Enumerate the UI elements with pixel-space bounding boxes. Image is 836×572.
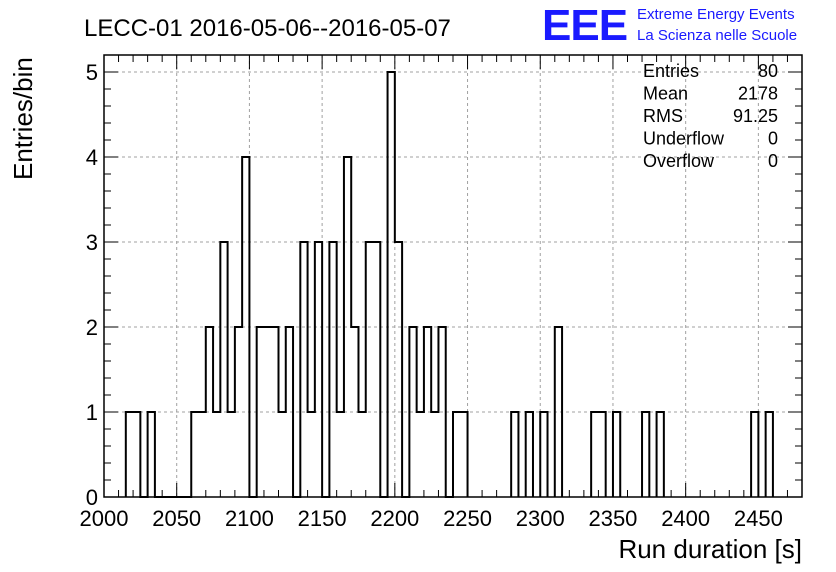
histogram-bin xyxy=(308,412,315,497)
histogram-bin xyxy=(766,412,773,497)
histogram-bin xyxy=(213,412,220,497)
stats-label: Underflow xyxy=(643,129,725,149)
x-tick-label: 2100 xyxy=(225,506,274,531)
histogram-bin xyxy=(417,412,424,497)
histogram-bin xyxy=(220,242,227,497)
histogram-bin xyxy=(337,412,344,497)
eee-logo: EEE Extreme Energy Events La Scienza nel… xyxy=(542,1,797,50)
stats-label: Mean xyxy=(643,84,688,104)
stats-label: RMS xyxy=(643,106,683,126)
y-tick-label: 1 xyxy=(86,400,98,425)
y-tick-labels: 0 1 2 3 4 5 xyxy=(86,60,98,510)
histogram-bars xyxy=(124,71,774,498)
eee-logo-mark: EEE xyxy=(542,1,627,50)
stats-box: Entries 80 Mean 2178 RMS 91.25 Underflow 0 Overf… xyxy=(643,61,778,171)
y-axis-label: Entries/bin xyxy=(8,57,38,180)
histogram-bin xyxy=(315,242,322,497)
x-tick-label: 2250 xyxy=(443,506,492,531)
x-tick-label: 2200 xyxy=(370,506,419,531)
chart-title: LECC-01 2016-05-06--2016-05-07 xyxy=(84,15,451,42)
histogram-bin xyxy=(373,242,380,497)
stats-value: 80 xyxy=(758,61,778,81)
histogram-bin xyxy=(300,242,307,497)
histogram-bin xyxy=(191,412,198,497)
histogram-bin xyxy=(358,412,365,497)
y-tick-label: 4 xyxy=(86,145,98,170)
x-tick-label: 2450 xyxy=(734,506,783,531)
histogram-bin xyxy=(126,412,133,497)
histogram-bin xyxy=(148,412,155,497)
stats-value: 0 xyxy=(768,129,778,149)
histogram-bin xyxy=(279,412,286,497)
x-tick-label: 2400 xyxy=(661,506,710,531)
histogram-bin xyxy=(453,412,460,497)
histogram-bin xyxy=(657,412,664,497)
x-tick-label: 2000 xyxy=(80,506,129,531)
histogram-bin xyxy=(591,412,598,497)
plot-frame xyxy=(103,54,803,498)
y-tick-label: 3 xyxy=(86,230,98,255)
histogram-bin xyxy=(199,412,206,497)
x-tick-label: 2350 xyxy=(588,506,637,531)
eee-logo-line1: Extreme Energy Events xyxy=(637,6,795,23)
x-tick-labels: 2000 2050 2100 2150 2200 2250 2300 2350 2400 2450 xyxy=(80,506,783,531)
x-tick-label: 2300 xyxy=(516,506,565,531)
histogram-bin xyxy=(751,412,758,497)
y-tick-label: 0 xyxy=(86,485,98,510)
y-tick-label: 5 xyxy=(86,60,98,85)
histogram-bin xyxy=(511,412,518,497)
histogram-bin xyxy=(431,412,438,497)
y-tick-label: 2 xyxy=(86,315,98,340)
stats-value: 2178 xyxy=(738,84,778,104)
histogram-bin xyxy=(366,242,373,497)
histogram-outline xyxy=(124,71,774,498)
x-axis-label: Run duration [s] xyxy=(618,534,802,564)
histogram-bin xyxy=(388,72,395,497)
histogram-bin xyxy=(598,412,605,497)
stats-value: 0 xyxy=(768,151,778,171)
stats-value: 91.25 xyxy=(733,106,778,126)
histogram-bin xyxy=(460,412,467,497)
eee-logo-line2: La Scienza nelle Scuole xyxy=(637,27,797,44)
histogram-bin xyxy=(228,412,235,497)
histogram-bin xyxy=(133,412,140,497)
stats-label: Entries xyxy=(643,61,699,81)
histogram-bin xyxy=(526,412,533,497)
histogram-bin xyxy=(613,412,620,497)
histogram-bin xyxy=(329,242,336,497)
x-tick-label: 2050 xyxy=(152,506,201,531)
histogram-bin xyxy=(642,412,649,497)
stats-label: Overflow xyxy=(643,151,715,171)
x-tick-label: 2150 xyxy=(298,506,347,531)
histogram-bin xyxy=(540,412,547,497)
histogram-bin xyxy=(395,242,402,497)
